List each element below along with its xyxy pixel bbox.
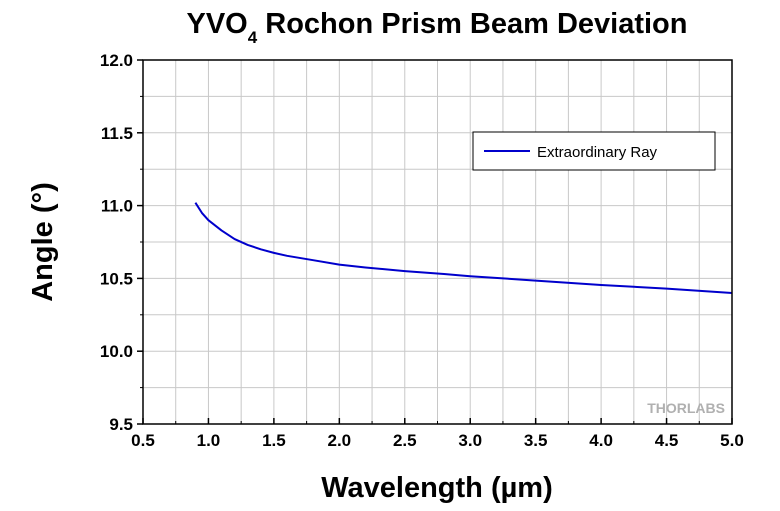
x-tick-label: 3.5 (524, 431, 548, 450)
x-tick-label: 5.0 (720, 431, 744, 450)
axis-ticks (137, 59, 733, 425)
legend-label: Extraordinary Ray (537, 144, 658, 161)
legend: Extraordinary Ray (472, 131, 716, 171)
y-tick-label: 10.0 (100, 342, 133, 361)
y-axis-label: Angle (°) (27, 182, 59, 302)
x-tick-label: 3.0 (458, 431, 482, 450)
x-tick-label: 1.0 (197, 431, 221, 450)
x-tick-labels: 0.5 1.0 1.5 2.0 2.5 3.0 3.5 4.0 4.5 5.0 (131, 431, 744, 450)
y-tick-label: 11.0 (101, 197, 133, 216)
y-tick-label: 9.5 (109, 415, 133, 434)
x-tick-label: 4.0 (589, 431, 613, 450)
y-tick-label: 10.5 (100, 269, 133, 288)
series-line-extraordinary-ray (194, 202, 733, 294)
x-tick-label: 1.5 (262, 431, 286, 450)
x-tick-label: 0.5 (131, 431, 155, 450)
y-tick-label: 11.5 (101, 124, 133, 143)
y-tick-labels: 9.5 10.0 10.5 11.0 11.5 12.0 (100, 51, 133, 434)
x-axis-label: Wavelength (µm) (321, 472, 553, 504)
x-tick-label: 4.5 (655, 431, 679, 450)
x-tick-label: 2.5 (393, 431, 417, 450)
chart-title: YVO4 Rochon Prism Beam Deviation (187, 8, 688, 47)
grid-lines (142, 59, 733, 425)
thorlabs-watermark: THORLABS (647, 400, 725, 416)
x-tick-label: 2.0 (328, 431, 352, 450)
y-tick-label: 12.0 (100, 51, 133, 70)
series-lines (194, 202, 733, 294)
